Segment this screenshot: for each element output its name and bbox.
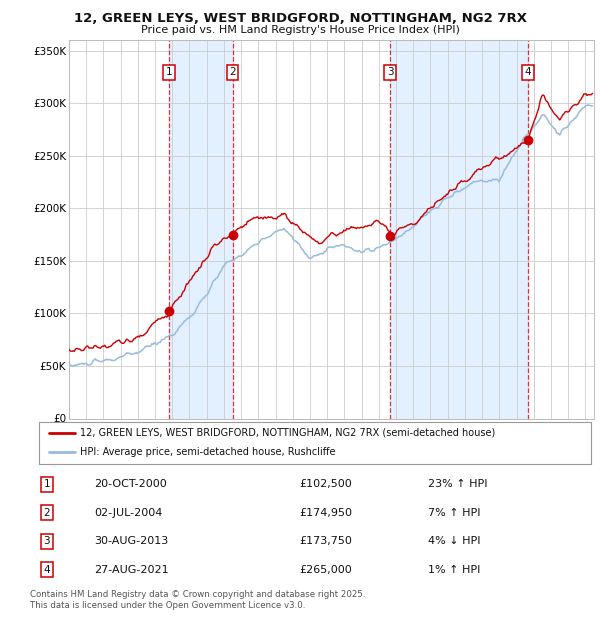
Bar [391,40,528,419]
Text: Price paid vs. HM Land Registry's House Price Index (HPI): Price paid vs. HM Land Registry's House … [140,25,460,35]
Text: 27-AUG-2021: 27-AUG-2021 [95,565,169,575]
Text: HPI: Average price, semi-detached house, Rushcliffe: HPI: Average price, semi-detached house,… [80,448,336,458]
Text: 12, GREEN LEYS, WEST BRIDGFORD, NOTTINGHAM, NG2 7RX (semi-detached house): 12, GREEN LEYS, WEST BRIDGFORD, NOTTINGH… [80,428,496,438]
Text: 7% ↑ HPI: 7% ↑ HPI [428,508,481,518]
Text: 4% ↓ HPI: 4% ↓ HPI [428,536,481,546]
Text: £174,950: £174,950 [299,508,352,518]
Text: 20-OCT-2000: 20-OCT-2000 [95,479,167,489]
Text: Contains HM Land Registry data © Crown copyright and database right 2025.: Contains HM Land Registry data © Crown c… [30,590,365,600]
Text: 4: 4 [44,565,50,575]
Text: £102,500: £102,500 [299,479,352,489]
Bar [169,40,233,419]
Text: 2: 2 [229,68,236,78]
Text: 12, GREEN LEYS, WEST BRIDGFORD, NOTTINGHAM, NG2 7RX: 12, GREEN LEYS, WEST BRIDGFORD, NOTTINGH… [74,12,527,25]
Text: 30-AUG-2013: 30-AUG-2013 [95,536,169,546]
Text: 4: 4 [525,68,532,78]
Text: 23% ↑ HPI: 23% ↑ HPI [428,479,488,489]
Text: This data is licensed under the Open Government Licence v3.0.: This data is licensed under the Open Gov… [30,601,305,611]
Text: 3: 3 [44,536,50,546]
Text: 1: 1 [166,68,172,78]
Text: £265,000: £265,000 [299,565,352,575]
Text: 2: 2 [44,508,50,518]
Text: £173,750: £173,750 [299,536,352,546]
Text: 1: 1 [44,479,50,489]
Text: 02-JUL-2004: 02-JUL-2004 [95,508,163,518]
Text: 1% ↑ HPI: 1% ↑ HPI [428,565,481,575]
Text: 3: 3 [387,68,394,78]
